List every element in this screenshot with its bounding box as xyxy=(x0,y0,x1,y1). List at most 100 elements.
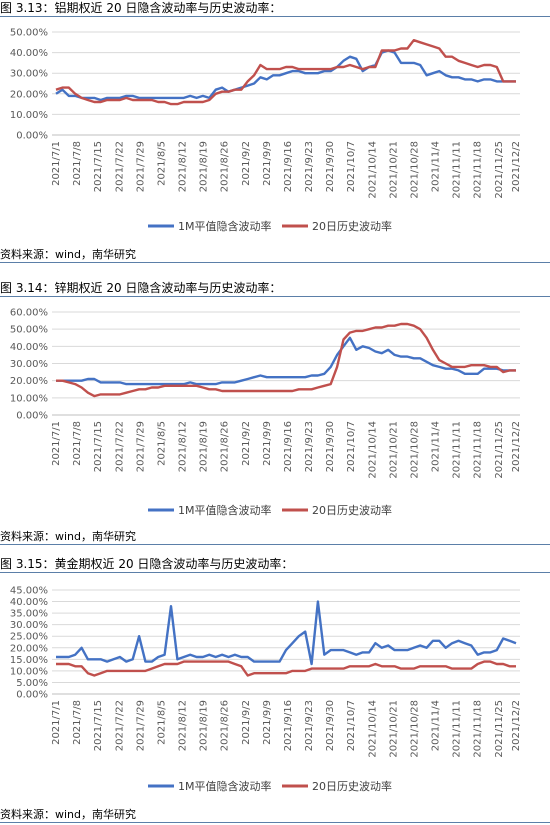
chart-title: 图 3.14：锌期权近 20 日隐含波动率与历史波动率： xyxy=(0,280,550,297)
x-tick-label: 2021/7/1 xyxy=(51,141,62,186)
chart-title: 图 3.15：黄金期权近 20 日隐含波动率与历史波动率： xyxy=(0,556,550,573)
y-tick-label: 0.00% xyxy=(16,690,48,701)
x-tick-label: 2021/11/4 xyxy=(431,700,442,751)
x-tick-label: 2021/10/7 xyxy=(346,421,357,472)
x-tick-label: 2021/8/5 xyxy=(156,700,167,745)
series-line-2 xyxy=(56,322,516,398)
y-tick-label: 0.00% xyxy=(16,411,48,422)
x-tick-label: 2021/8/12 xyxy=(178,700,189,751)
chart-3: 0.00%5.00%10.00%15.00%20.00%25.00%30.00%… xyxy=(10,586,522,794)
series-line-2 xyxy=(56,660,516,677)
x-tick-label: 2021/9/30 xyxy=(325,141,336,192)
x-tick-label: 2021/7/29 xyxy=(135,700,146,751)
x-tick-label: 2021/10/14 xyxy=(367,700,378,758)
x-tick-label: 2021/8/26 xyxy=(220,421,231,472)
x-tick-label: 2021/8/26 xyxy=(220,141,231,192)
source-note: 资料来源：wind，南华研究 xyxy=(0,530,550,545)
y-tick-label: 20.00% xyxy=(10,89,48,100)
y-tick-label: 10.00% xyxy=(10,110,48,121)
series-line-2 xyxy=(55,39,516,106)
x-tick-label: 2021/9/9 xyxy=(262,700,273,745)
x-tick-label: 2021/11/25 xyxy=(494,141,505,199)
x-tick-label: 2021/8/19 xyxy=(199,700,210,751)
legend-label: 1M平值隐含波动率 xyxy=(178,503,272,517)
x-tick-label: 2021/8/5 xyxy=(156,421,167,466)
x-tick-label: 2021/8/26 xyxy=(220,700,231,751)
chart-section-2: 图 3.14：锌期权近 20 日隐含波动率与历史波动率： 0.00% 10.00%… xyxy=(0,280,550,550)
series-line-1 xyxy=(56,336,516,386)
chart-2: 0.00% 10.00% 20.00% 30.00% 40.00% 50.00% 60.00… xyxy=(10,308,522,518)
x-tick-label: 2021/9/23 xyxy=(304,700,315,751)
x-tick-label: 2021/9/16 xyxy=(283,421,294,472)
x-tick-label: 2021/7/22 xyxy=(114,421,125,472)
x-tick-label: 2021/8/5 xyxy=(156,141,167,186)
x-tick-label: 2021/9/2 xyxy=(241,141,252,186)
x-tick-label: 2021/9/9 xyxy=(262,141,273,186)
x-tick-label: 2021/9/2 xyxy=(241,700,252,745)
x-tick-label: 2021/7/29 xyxy=(135,141,146,192)
y-tick-label: 15.00% xyxy=(10,655,48,666)
x-tick-label: 2021/7/8 xyxy=(72,421,83,466)
x-tick-label: 2021/11/4 xyxy=(431,141,442,192)
x-tick-label: 2021/7/29 xyxy=(135,421,146,472)
legend-label: 1M平值隐含波动率 xyxy=(178,219,272,233)
x-tick-label: 2021/11/11 xyxy=(452,421,463,479)
x-tick-label: 2021/8/12 xyxy=(178,141,189,192)
y-tick-label: 40.00% xyxy=(10,48,48,59)
y-tick-label: 40.00% xyxy=(10,342,48,353)
source-note: 资料来源：wind，南华研究 xyxy=(0,808,550,823)
legend-label: 20日历史波动率 xyxy=(312,779,392,793)
series-line-1 xyxy=(56,600,517,666)
x-tick-label: 2021/11/18 xyxy=(473,700,484,758)
x-tick-label: 2021/7/15 xyxy=(93,700,104,751)
x-tick-label: 2021/11/4 xyxy=(431,421,442,472)
x-tick-label: 2021/7/8 xyxy=(72,141,83,186)
y-tick-label: 20.00% xyxy=(10,376,48,387)
x-tick-label: 2021/11/25 xyxy=(494,421,505,479)
x-tick-label: 2021/10/7 xyxy=(346,141,357,192)
x-tick-label: 2021/10/21 xyxy=(388,700,399,758)
x-tick-label: 2021/8/12 xyxy=(178,421,189,472)
y-tick-label: 35.00% xyxy=(10,609,48,620)
x-tick-label: 2021/11/11 xyxy=(452,141,463,199)
x-tick-label: 2021/10/7 xyxy=(346,700,357,751)
x-tick-label: 2021/7/15 xyxy=(93,421,104,472)
y-tick-label: 30.00% xyxy=(10,69,48,80)
chart-1: 0.00% 10.00% 20.00% 30.00% 40.00% 50.00% 2021/… xyxy=(10,28,522,234)
y-tick-label: 40.00% xyxy=(10,597,48,608)
legend-label: 20日历史波动率 xyxy=(312,219,392,233)
x-tick-label: 2021/8/19 xyxy=(199,421,210,472)
legend-label: 20日历史波动率 xyxy=(312,503,392,517)
x-tick-label: 2021/11/25 xyxy=(494,700,505,758)
x-tick-label: 2021/9/2 xyxy=(241,421,252,466)
y-tick-label: 30.00% xyxy=(10,359,48,370)
x-tick-label: 2021/12/2 xyxy=(511,141,522,192)
y-tick-label: 20.00% xyxy=(10,643,48,654)
legend-label: 1M平值隐含波动率 xyxy=(178,779,272,793)
x-tick-label: 2021/10/28 xyxy=(409,141,420,199)
y-tick-label: 25.00% xyxy=(10,632,48,643)
x-tick-label: 2021/9/9 xyxy=(262,421,273,466)
y-tick-label: 0.00% xyxy=(16,131,48,142)
x-tick-label: 2021/10/28 xyxy=(409,421,420,479)
x-tick-label: 2021/12/2 xyxy=(511,700,522,751)
chart-section-3: 图 3.15：黄金期权近 20 日隐含波动率与历史波动率： 0.00% 5.00%… xyxy=(0,556,550,825)
y-tick-label: 30.00% xyxy=(10,620,48,631)
series-line-1 xyxy=(55,49,516,102)
x-tick-label: 2021/10/21 xyxy=(388,421,399,479)
y-tick-label: 60.00% xyxy=(10,308,48,319)
y-tick-label: 10.00% xyxy=(10,666,48,677)
x-tick-label: 2021/7/1 xyxy=(51,700,62,745)
x-tick-label: 2021/10/14 xyxy=(367,421,378,479)
x-tick-label: 2021/9/30 xyxy=(325,421,336,472)
x-tick-label: 2021/12/2 xyxy=(511,421,522,472)
chart-title: 图 3.13：铝期权近 20 日隐含波动率与历史波动率： xyxy=(0,0,550,17)
x-tick-label: 2021/7/1 xyxy=(51,421,62,466)
y-tick-label: 5.00% xyxy=(16,678,48,689)
x-tick-label: 2021/10/21 xyxy=(388,141,399,199)
y-tick-label: 10.00% xyxy=(10,393,48,404)
y-tick-label: 50.00% xyxy=(10,325,48,336)
x-tick-label: 2021/7/15 xyxy=(93,141,104,192)
source-note: 资料来源：wind，南华研究 xyxy=(0,248,550,263)
x-tick-label: 2021/9/16 xyxy=(283,141,294,192)
